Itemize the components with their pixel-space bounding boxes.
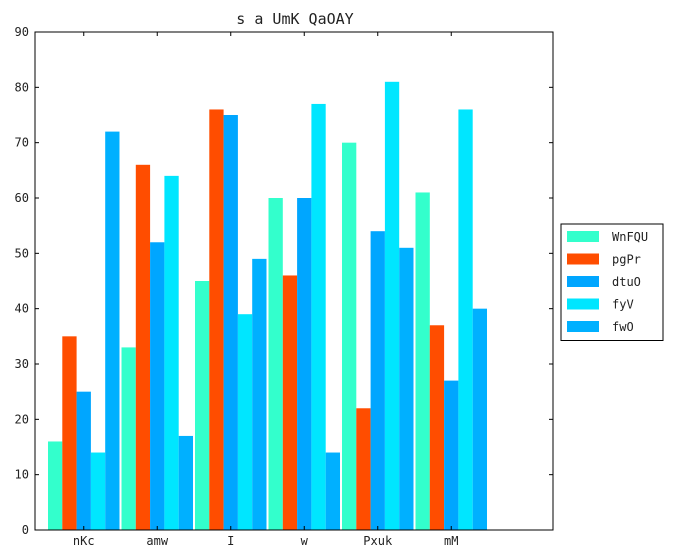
y-tick-label: 20 — [15, 412, 29, 426]
legend-swatch-dtuO — [567, 276, 599, 287]
legend-label-pgPr: pgPr — [612, 253, 641, 267]
bar-w-dtuO — [297, 198, 312, 530]
bar-w-fyV — [311, 103, 326, 531]
bar-Pxuk-fwO — [399, 247, 414, 531]
x-tick-label: w — [301, 534, 309, 548]
x-tick-label: mM — [444, 534, 458, 548]
y-axis: 0 10 20 30 40 50 60 70 80 90 — [15, 25, 553, 537]
y-tick-label: 0 — [22, 523, 29, 537]
bar-Pxuk-WnFQU — [342, 142, 357, 531]
legend: WnFQU pgPr dtuO fyV fwO — [560, 223, 664, 341]
bar-mM-WnFQU — [415, 192, 430, 530]
bar-Pxuk-pgPr — [356, 408, 371, 530]
bar-amw-dtuO — [150, 242, 165, 530]
bar-I-fyV — [237, 314, 253, 530]
bar-mM-dtuO — [444, 380, 459, 530]
bar-nKc-fwO — [105, 131, 120, 530]
legend-label-dtuO: dtuO — [612, 275, 641, 289]
bar-amw-WnFQU — [121, 347, 136, 530]
chart-title: s a UmK QaOAY — [236, 10, 353, 28]
bar-nKc-WnFQU — [48, 441, 63, 530]
bar-nKc-fyV — [90, 452, 106, 530]
bar-nKc-pgPr — [62, 336, 77, 530]
x-tick-label: amw — [146, 534, 168, 548]
legend-swatch-WnFQU — [567, 231, 599, 242]
legend-swatch-pgPr — [567, 253, 599, 265]
legend-label-WnFQU: WnFQU — [612, 230, 648, 244]
bar-I-pgPr — [209, 109, 224, 530]
legend-swatch-fwO — [567, 321, 599, 332]
legend-swatch-fyV — [567, 298, 599, 310]
bar-mM-fwO — [472, 308, 487, 530]
plot-frame — [34, 31, 554, 531]
bar-amw-fyV — [164, 175, 179, 530]
bar-I-WnFQU — [195, 281, 210, 530]
y-tick-label: 50 — [15, 246, 29, 260]
legend-label-fwO: fwO — [612, 320, 634, 334]
bar-w-fwO — [325, 452, 340, 530]
bar-amw-pgPr — [135, 164, 151, 531]
x-tick-label: nKc — [73, 534, 95, 548]
bar-mM-fyV — [458, 109, 473, 530]
bars-group — [48, 81, 487, 531]
bar-I-dtuO — [223, 115, 238, 530]
y-tick-label: 70 — [15, 136, 29, 150]
bar-w-pgPr — [282, 275, 298, 530]
bar-mM-pgPr — [429, 325, 445, 530]
bar-w-WnFQU — [268, 198, 283, 530]
x-tick-label: I — [227, 534, 234, 548]
bar-Pxuk-dtuO — [370, 231, 385, 530]
y-tick-label: 40 — [15, 302, 29, 316]
bar-I-fwO — [252, 258, 267, 530]
x-tick-label: Pxuk — [363, 534, 393, 548]
bar-amw-fwO — [178, 435, 193, 530]
y-tick-label: 30 — [15, 357, 29, 371]
legend-label-fyV: fyV — [612, 298, 634, 312]
y-tick-label: 80 — [15, 80, 29, 94]
y-tick-label: 10 — [15, 468, 29, 482]
y-tick-label: 60 — [15, 191, 29, 205]
bar-Pxuk-fyV — [384, 81, 400, 531]
bar-nKc-dtuO — [76, 391, 91, 530]
y-tick-label: 90 — [15, 25, 29, 39]
